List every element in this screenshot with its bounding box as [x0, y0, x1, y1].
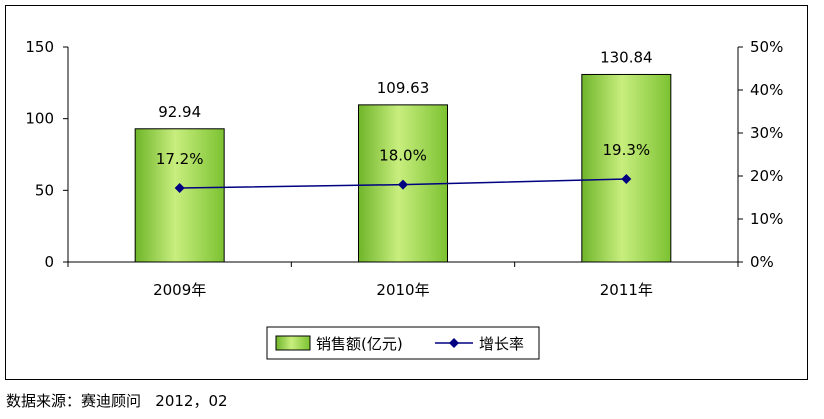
growth-value-label: 18.0%: [379, 147, 427, 165]
legend-bar-label: 销售额(亿元): [316, 335, 403, 353]
left-tick-label: 100: [25, 110, 54, 128]
source-note: 数据来源：赛迪顾问 2012，02: [6, 392, 228, 410]
right-tick-label: 20%: [750, 167, 783, 185]
growth-point-1: [174, 183, 185, 194]
legend-line-label: 增长率: [479, 335, 524, 353]
x-tick-label: 2010年: [376, 281, 429, 299]
bar-value-label: 130.84: [600, 48, 653, 66]
right-tick-label: 50%: [750, 38, 783, 56]
growth-point-2: [398, 179, 408, 190]
legend-box: [266, 326, 540, 360]
right-tick-label: 30%: [750, 124, 783, 142]
left-tick-label: 50: [35, 181, 54, 199]
right-tick-label: 0%: [750, 253, 774, 271]
x-tick-label: 2009年: [153, 281, 206, 299]
bar-1: [134, 128, 225, 263]
growth-value-label: 17.2%: [156, 150, 204, 168]
left-tick-label: 0: [44, 253, 54, 271]
right-tick-label: 10%: [750, 210, 783, 228]
x-tick-label: 2011年: [600, 281, 653, 299]
growth-value-label: 19.3%: [603, 141, 651, 159]
left-tick-label: 150: [25, 38, 54, 56]
growth-point-3: [621, 174, 632, 185]
right-tick-label: 40%: [750, 81, 783, 99]
legend-line-marker: [449, 338, 459, 348]
bar-value-label: 109.63: [377, 79, 430, 97]
bar-3: [581, 73, 672, 263]
bar-value-label: 92.94: [158, 103, 201, 121]
legend-bar-swatch: [275, 335, 311, 351]
